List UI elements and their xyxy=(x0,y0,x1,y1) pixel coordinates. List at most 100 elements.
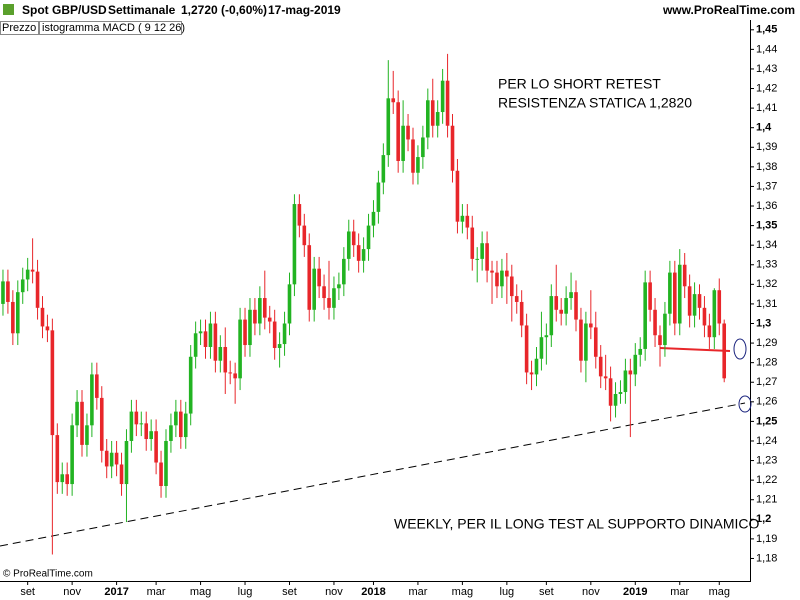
candle-body xyxy=(253,309,257,324)
footer: © ProRealTime.com xyxy=(3,569,93,580)
candle-body xyxy=(164,440,168,487)
y-tick-label: 1,33 xyxy=(756,259,777,271)
candle-body xyxy=(475,258,480,260)
candle-body xyxy=(613,393,618,406)
candle-body xyxy=(569,292,573,299)
candle-body xyxy=(564,298,568,314)
candle-body xyxy=(643,282,647,349)
candle-body xyxy=(470,227,475,259)
candle-body xyxy=(139,423,144,425)
candle-body xyxy=(60,474,65,483)
candle-body xyxy=(371,211,376,226)
x-tick-label: mar xyxy=(147,586,166,598)
candle-body xyxy=(623,370,628,393)
candle-body xyxy=(460,215,465,222)
y-tick-label: 1,18 xyxy=(756,552,777,564)
candle-body xyxy=(80,401,84,445)
candle-body xyxy=(297,204,302,226)
candle-body xyxy=(6,281,10,302)
candle-body xyxy=(677,264,682,324)
candle-body xyxy=(514,296,519,302)
x-tick-label: nov xyxy=(325,586,343,598)
candle-body xyxy=(292,204,297,285)
candle-body xyxy=(687,286,692,316)
candle-body xyxy=(593,327,598,357)
y-tick-label: 1,21 xyxy=(756,494,777,506)
y-tick-label: 1,28 xyxy=(756,357,777,369)
y-tick-label: 1,23 xyxy=(756,454,777,466)
candle-body xyxy=(712,290,717,338)
candle-body xyxy=(159,462,163,487)
candle-body xyxy=(440,80,445,113)
y-tick-label: 1,44 xyxy=(756,43,777,55)
candle-body xyxy=(445,80,450,126)
candle-body xyxy=(258,298,262,324)
candle-body xyxy=(90,374,94,426)
x-tick-label: mag xyxy=(452,586,473,598)
candle-body xyxy=(262,298,267,318)
candle-body xyxy=(282,323,287,345)
candle-body xyxy=(302,225,307,246)
y-tick-label: 1,37 xyxy=(756,180,777,192)
annotation: RESISTENZA STATICA 1,2820 xyxy=(498,95,692,111)
candle-body xyxy=(455,170,460,222)
candle-body xyxy=(574,292,578,320)
candle-body xyxy=(406,125,410,140)
candle-body xyxy=(35,271,40,308)
candle-body xyxy=(183,413,188,438)
date: 17-mag-2019 xyxy=(268,3,341,17)
x-tick-label: 2017 xyxy=(104,586,128,598)
candle-body xyxy=(267,317,272,322)
candle-body xyxy=(673,272,677,324)
marker-ellipse xyxy=(738,395,752,413)
candle-body xyxy=(421,137,425,158)
y-tick-label: 1,35 xyxy=(756,220,777,232)
candle-body xyxy=(213,323,218,361)
candle-body xyxy=(628,370,633,375)
candle-body xyxy=(228,372,233,374)
candle-body xyxy=(411,139,415,173)
candle-body xyxy=(174,411,178,426)
candle-body xyxy=(391,98,396,103)
candle-body xyxy=(332,288,336,308)
x-tick-label: lug xyxy=(500,586,515,598)
x-tick-label: nov xyxy=(582,586,600,598)
x-tick-label: mar xyxy=(670,586,689,598)
y-tick-label: 1,29 xyxy=(756,337,777,349)
x-tick-label: mag xyxy=(709,586,730,598)
candle-body xyxy=(529,372,534,375)
candle-body xyxy=(272,321,277,348)
candle-body xyxy=(75,401,79,426)
y-tick-label: 1,32 xyxy=(756,278,777,290)
candle-body xyxy=(638,348,643,355)
candle-body xyxy=(589,323,593,328)
candle-body xyxy=(50,330,55,436)
candle-body xyxy=(188,356,193,414)
candle-body xyxy=(312,268,316,310)
y-tick-label: 1,19 xyxy=(756,533,777,545)
candle-body xyxy=(450,125,455,171)
candle-body xyxy=(717,290,722,324)
candle-body xyxy=(119,464,124,485)
candle-body xyxy=(495,272,499,287)
candle-body xyxy=(524,325,529,373)
candle-body xyxy=(30,269,35,272)
period: Settimanale xyxy=(108,3,176,17)
legend-box xyxy=(0,21,39,35)
candle-body xyxy=(653,309,657,336)
candle-body xyxy=(55,435,60,483)
site: www.ProRealTime.com xyxy=(662,3,795,17)
annotation: PER LO SHORT RETEST xyxy=(498,76,661,92)
candle-body xyxy=(500,270,504,287)
trend-line xyxy=(0,402,746,547)
candle-body xyxy=(351,231,356,246)
candle-body xyxy=(579,319,583,361)
y-tick-label: 1,41 xyxy=(756,102,777,114)
candle-body xyxy=(179,411,183,438)
candle-body xyxy=(307,245,312,310)
x-tick-label: set xyxy=(20,586,35,598)
x-tick-label: nov xyxy=(63,586,81,598)
candle-body xyxy=(554,296,559,310)
y-tick-label: 1,31 xyxy=(756,298,777,310)
resistance-line xyxy=(659,347,731,352)
